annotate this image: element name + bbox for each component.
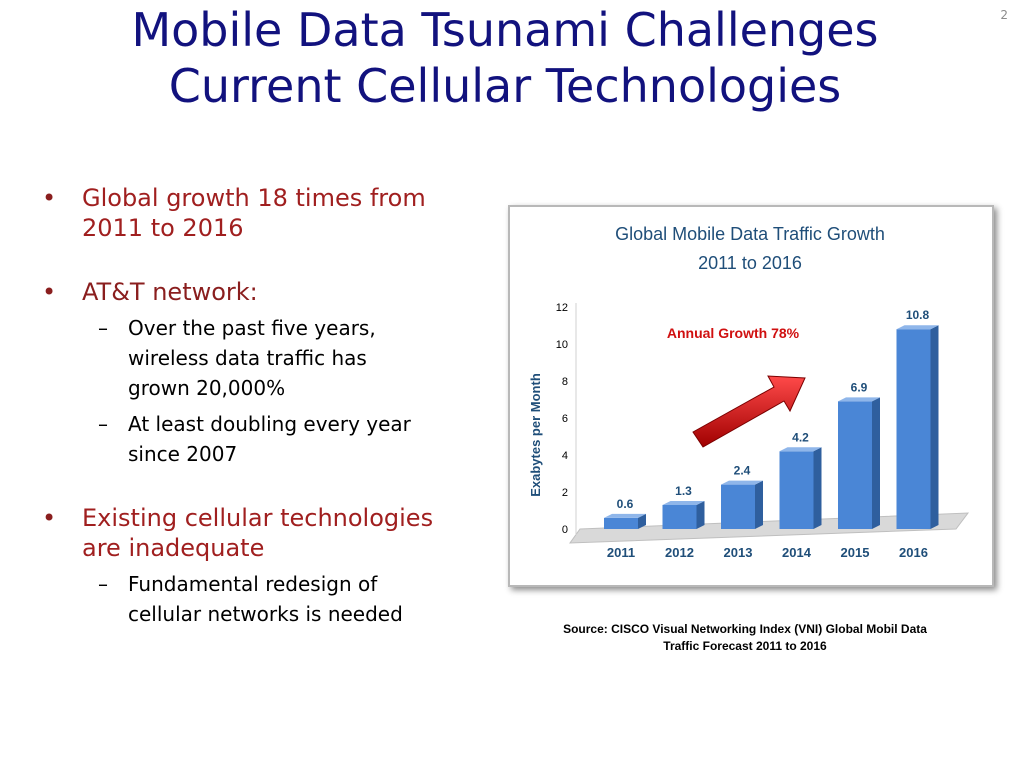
- bar-chart: Global Mobile Data Traffic Growth 2011 t…: [528, 224, 970, 560]
- y-tick-label: 0: [562, 524, 568, 536]
- data-label: 4.2: [792, 430, 809, 444]
- sub-bullet-item: – At least doubling every year since 200…: [40, 409, 510, 469]
- bullet-item: • Global growth 18 times from 2011 to 20…: [40, 183, 510, 243]
- bar: [662, 504, 697, 529]
- bullet-list: • Global growth 18 times from 2011 to 20…: [40, 183, 510, 629]
- bar-side: [696, 500, 705, 529]
- bar: [721, 484, 755, 529]
- bar-side: [813, 447, 822, 529]
- data-label: 1.3: [675, 484, 692, 498]
- bar-side: [872, 397, 880, 529]
- bar: [838, 401, 872, 529]
- chart-panel: Global Mobile Data Traffic Growth 2011 t…: [508, 205, 994, 587]
- y-tick-label: 8: [562, 376, 568, 388]
- bullet-text: Global growth 18 times from 2011 to 2016: [82, 184, 426, 242]
- bar: [896, 329, 931, 529]
- data-label: 6.9: [851, 380, 868, 394]
- bar-top: [604, 513, 646, 518]
- dash-icon: –: [98, 412, 108, 436]
- bullet-item: • Existing cellular technologies are ina…: [40, 503, 510, 563]
- bullet-dot-icon: •: [42, 184, 57, 212]
- bar-side: [755, 480, 763, 529]
- bar-top: [721, 480, 763, 485]
- bullet-dot-icon: •: [42, 504, 57, 532]
- bullet-item: • AT&T network:: [40, 277, 510, 307]
- data-label: 0.6: [617, 497, 634, 511]
- source-citation: Source: CISCO Visual Networking Index (V…: [563, 622, 927, 653]
- y-tick-label: 4: [562, 450, 568, 462]
- title-line-1: Mobile Data Tsunami Challenges: [131, 3, 879, 57]
- dash-icon: –: [98, 572, 108, 596]
- bar-top: [779, 447, 822, 452]
- slide-title: Mobile Data Tsunami Challenges Current C…: [40, 2, 970, 114]
- x-tick-label: 2011: [607, 545, 635, 560]
- chart-title-line-1: Global Mobile Data Traffic Growth: [615, 224, 885, 244]
- data-label: 2.4: [734, 464, 751, 478]
- slide-number: 2: [1000, 8, 1008, 22]
- bar: [779, 451, 814, 529]
- bar-top: [896, 325, 939, 330]
- y-axis-label: Exabytes per Month: [528, 373, 543, 497]
- x-tick-label: 2014: [782, 545, 812, 560]
- sub-bullet-item: – Fundamental redesign of cellular netwo…: [40, 569, 510, 629]
- title-line-2: Current Cellular Technologies: [168, 59, 842, 113]
- x-tick-label: 2015: [841, 545, 870, 560]
- x-tick-label: 2016: [899, 545, 928, 560]
- sub-bullet-item: – Over the past five years, wireless dat…: [40, 313, 510, 403]
- bar-top: [662, 500, 705, 505]
- y-tick-label: 12: [556, 302, 568, 314]
- data-label: 10.8: [906, 308, 930, 322]
- bar-side: [930, 325, 939, 529]
- bullet-text: Existing cellular technologies are inade…: [82, 504, 434, 562]
- x-tick-label: 2012: [665, 545, 694, 560]
- bar: [604, 517, 638, 529]
- y-tick-label: 6: [562, 413, 568, 425]
- bullet-dot-icon: •: [42, 278, 57, 306]
- bar-top: [838, 397, 880, 402]
- dash-icon: –: [98, 316, 108, 340]
- annual-growth-annotation: Annual Growth 78%: [667, 325, 800, 341]
- bullet-text: AT&T network:: [82, 278, 258, 306]
- chart-title-line-2: 2011 to 2016: [698, 253, 802, 273]
- growth-arrow-icon: [692, 375, 806, 448]
- y-tick-label: 2: [562, 487, 568, 499]
- bar-side: [638, 513, 646, 529]
- y-tick-label: 10: [556, 339, 568, 351]
- x-tick-label: 2013: [724, 545, 753, 560]
